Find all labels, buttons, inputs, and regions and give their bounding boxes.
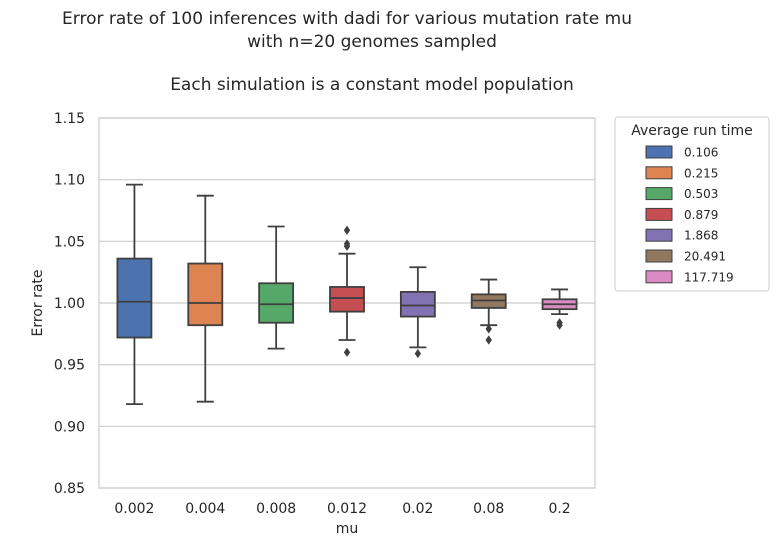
box-iqr: [187, 262, 224, 327]
outlier-point: [343, 241, 351, 251]
outlier-point: [343, 347, 351, 357]
x-axis-ticks: 0.002 0.004 0.008 0.012 0.02 0.08 0.2: [114, 501, 570, 517]
x-tick-label: 0.2: [548, 501, 570, 517]
box-iqr: [329, 286, 365, 313]
x-tick-label: 0.012: [327, 501, 367, 517]
y-tick-label: 1.10: [54, 173, 85, 189]
box-0.008: [258, 225, 295, 350]
y-axis-label: Error rate: [30, 269, 46, 336]
legend-label: 0.879: [684, 208, 718, 222]
legend-swatch: [645, 145, 673, 159]
y-tick-label: 0.95: [54, 358, 85, 374]
legend-label: 0.215: [684, 166, 718, 180]
box-series: [116, 183, 578, 406]
x-axis-label: mu: [336, 521, 359, 537]
box-0.012: [329, 225, 365, 357]
outlier-point: [485, 335, 492, 345]
box-0.2: [541, 288, 578, 330]
box-0.004: [187, 194, 224, 403]
x-tick-label: 0.08: [473, 501, 504, 517]
box-0.02: [399, 266, 436, 359]
box-iqr: [258, 282, 295, 324]
legend-label: 117.719: [684, 270, 734, 284]
outlier-point: [556, 320, 563, 330]
y-tick-label: 1.00: [54, 296, 85, 312]
legend-label: 1.868: [684, 229, 718, 243]
chart-title-line-2: with n=20 genomes sampled: [247, 32, 497, 52]
y-axis-ticks: 0.85 0.90 0.95 1.00 1.05 1.10 1.15: [54, 111, 85, 497]
outlier-point: [485, 324, 492, 334]
x-tick-label: 0.002: [114, 501, 154, 517]
legend-label: 20.491: [684, 250, 726, 264]
legend-swatch: [645, 187, 673, 201]
legend: Average run time 0.106 0.215 0.503 0.879 1.8…: [614, 116, 770, 292]
legend-swatch: [645, 249, 673, 263]
x-tick-label: 0.008: [256, 501, 296, 517]
legend-label: 0.106: [684, 146, 718, 160]
legend-swatch: [645, 228, 673, 242]
y-tick-label: 0.85: [54, 481, 85, 497]
legend-swatch: [645, 207, 673, 221]
legend-swatch: [645, 166, 673, 180]
legend-label: 0.503: [684, 187, 718, 201]
y-tick-label: 0.90: [54, 419, 85, 435]
box-iqr: [399, 290, 436, 318]
box-0.002: [116, 183, 153, 406]
legend-title: Average run time: [631, 123, 753, 139]
y-tick-label: 1.05: [54, 234, 85, 250]
x-tick-label: 0.02: [402, 501, 433, 517]
legend-entries: 0.106 0.215 0.503 0.879 1.868 20.491 117.719: [645, 145, 734, 284]
x-tick-label: 0.004: [185, 501, 225, 517]
box-0.08: [470, 278, 507, 345]
outlier-point: [343, 225, 351, 235]
outlier-point: [414, 348, 422, 359]
y-tick-label: 1.15: [54, 111, 85, 127]
chart-subtitle: Each simulation is a constant model popu…: [170, 75, 574, 95]
legend-frame: [614, 116, 770, 292]
legend-swatch: [645, 270, 673, 284]
box-iqr: [116, 257, 153, 339]
chart-title-line-1: Error rate of 100 inferences with dadi f…: [62, 9, 632, 29]
plot-area-frame: [98, 117, 596, 489]
